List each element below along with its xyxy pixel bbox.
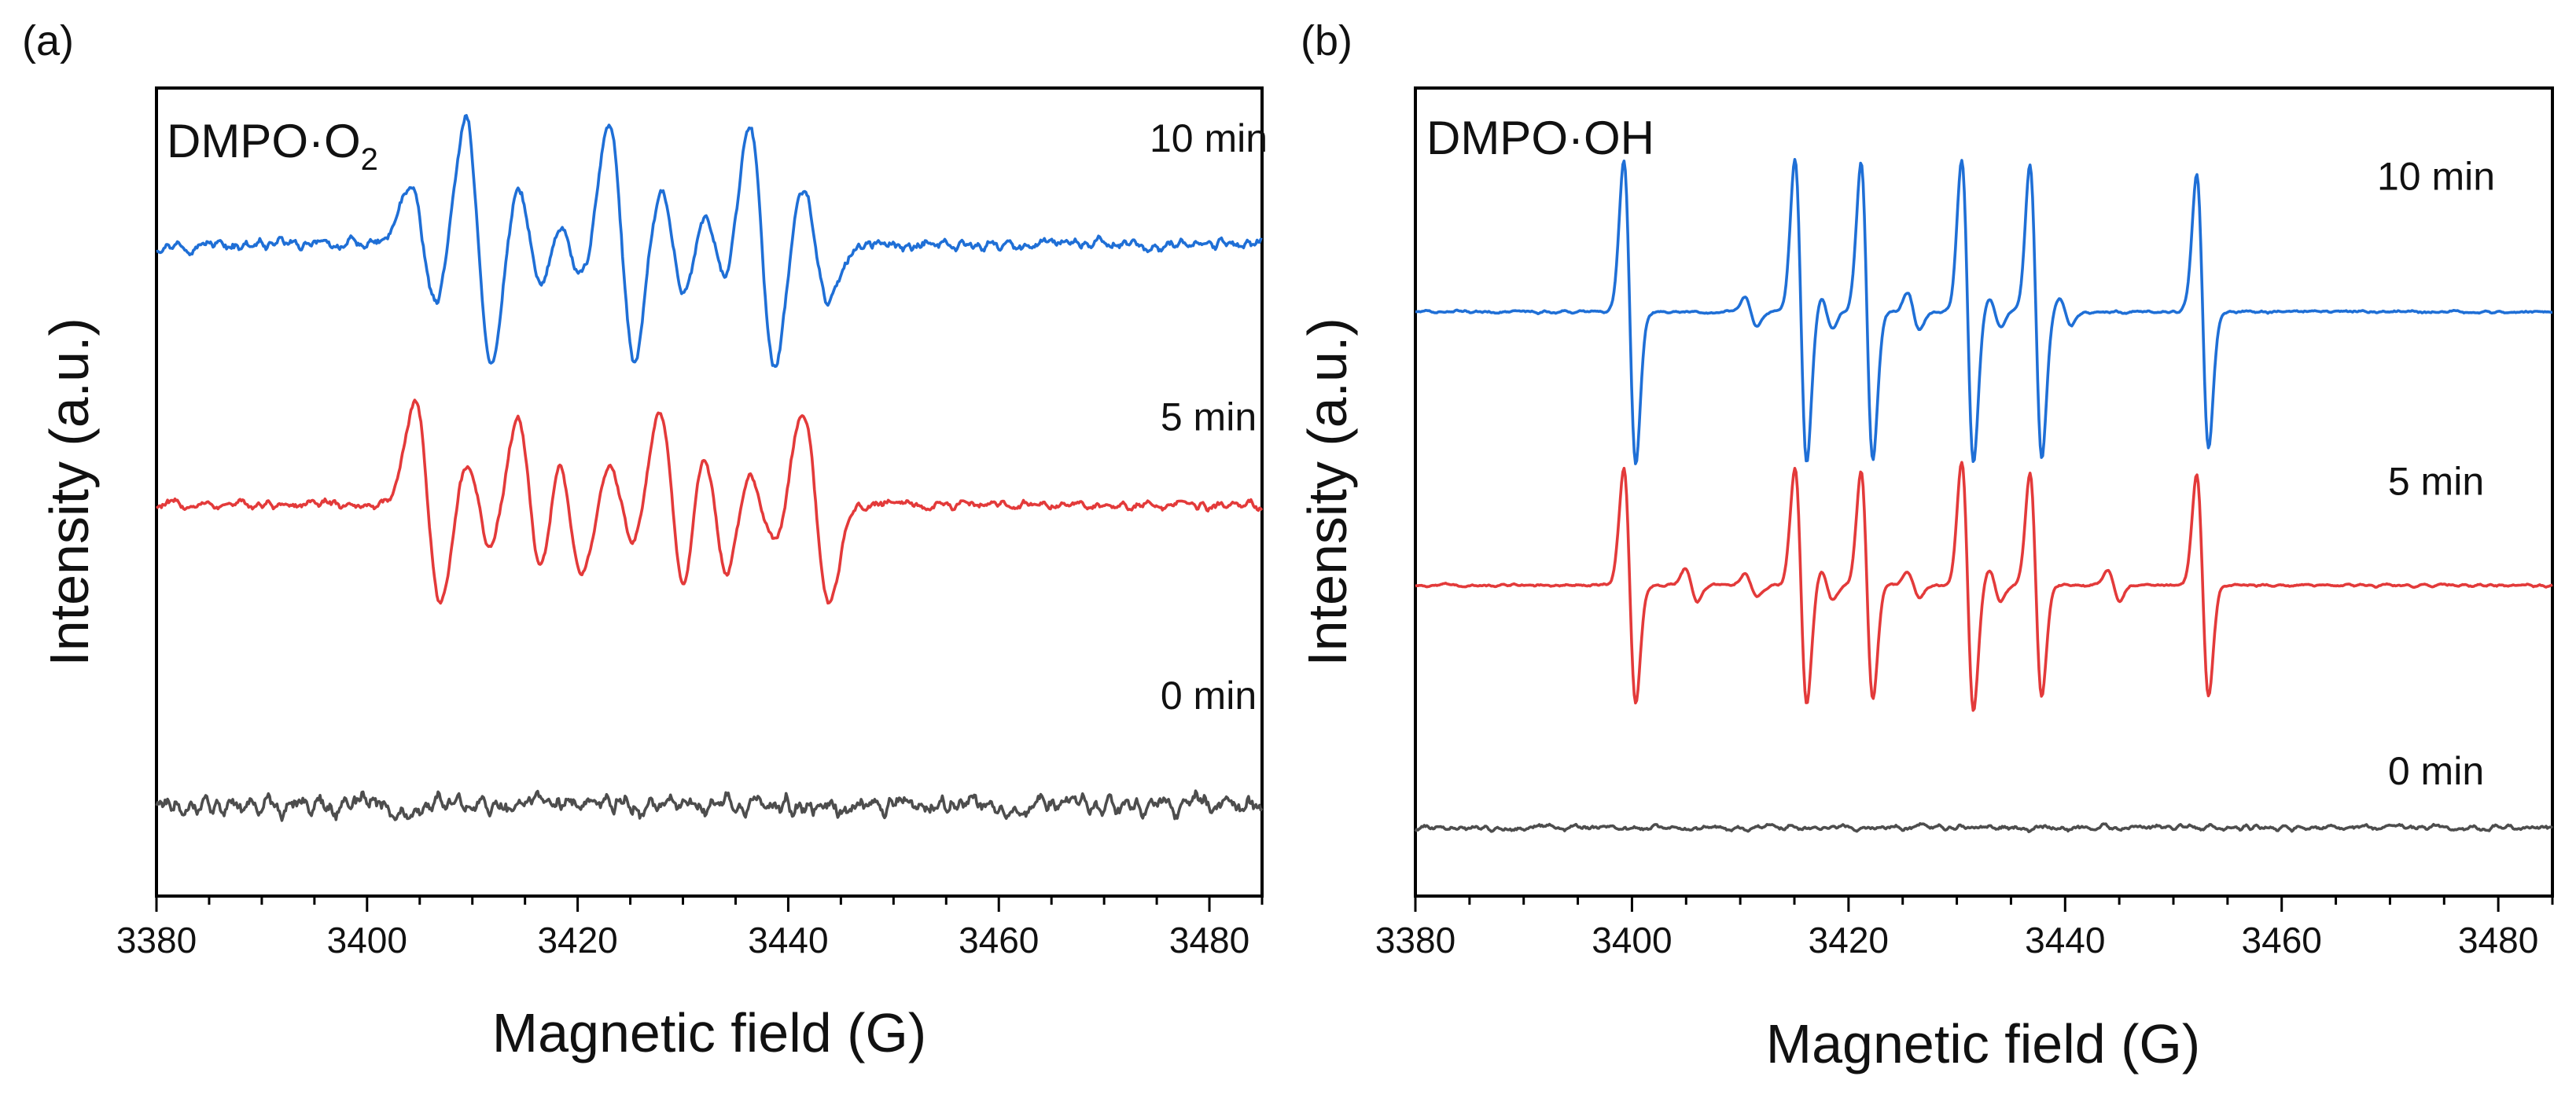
trace-label-0-min: 0 min [2388,749,2484,793]
trace-0-min [1414,822,2554,833]
x-tick-label: 3440 [2025,920,2105,961]
panel-a: (a) DMPO·O2 Magnetic field (G) Intensity… [22,17,1268,1063]
panel-b-species-label: DMPO·OH [1426,112,1654,164]
x-tick-label: 3460 [2242,920,2322,961]
panel-b-species-prefix: DMPO [1426,112,1568,164]
panel-a-species-name: O [324,115,361,167]
x-tick-label: 3380 [1375,920,1455,961]
panel-a-species-dot: · [308,115,324,167]
panel-a-species-subscript: 2 [361,142,378,177]
panel-a-y-axis-title: Intensity (a.u.) [39,318,100,667]
panel-a-frame [155,86,1264,898]
panel-b-label: (b) [1301,17,1352,64]
x-tick-label: 3460 [959,920,1039,961]
trace-label-10-min: 10 min [2377,155,2495,199]
panel-b-trace-labels: 10 min 5 min 0 min [2377,155,2495,793]
panel-b-x-axis-title: Magnetic field (G) [1766,1013,2200,1074]
panel-a-species-label: DMPO·O2 [167,115,378,177]
panel-b-traces [1414,158,2554,833]
trace-label-0-min: 0 min [1161,674,1257,718]
x-tick-label: 3420 [1809,920,1889,961]
x-tick-label: 3440 [748,920,828,961]
trace-label-10-min: 10 min [1150,116,1268,160]
trace-5-min [1415,461,2553,712]
trace-5-min [156,399,1264,605]
panel-b-x-axis: 3380 3400 3420 3440 3460 3480 [1375,896,2554,961]
panel-b-species-dot: · [1568,112,1584,164]
panel-a-x-axis: 3380 3400 3420 3440 3460 3480 [116,896,1264,961]
panel-a-species-prefix: DMPO [167,115,308,167]
panel-a-label: (a) [22,17,74,64]
panel-b: (b) DMPO·OH Magnetic field (G) Intensity… [1297,17,2554,1074]
panel-b-species-name: OH [1584,112,1654,164]
trace-10-min [156,114,1263,368]
x-tick-label: 3480 [1169,920,1249,961]
trace-0-min [155,789,1264,822]
trace-label-5-min: 5 min [2388,460,2484,504]
x-tick-label: 3400 [327,920,407,961]
panel-b-frame [1414,86,2554,898]
x-tick-label: 3480 [2458,920,2538,961]
panel-a-x-axis-title: Magnetic field (G) [492,1002,926,1063]
x-tick-label: 3400 [1592,920,1672,961]
panel-a-traces [155,114,1264,822]
panel-a-trace-labels: 10 min 5 min 0 min [1150,116,1268,718]
trace-10-min [1415,158,2553,465]
x-tick-label: 3380 [116,920,197,961]
x-tick-label: 3420 [537,920,617,961]
trace-label-5-min: 5 min [1161,395,1257,439]
panel-b-y-axis-title: Intensity (a.u.) [1297,318,1358,667]
